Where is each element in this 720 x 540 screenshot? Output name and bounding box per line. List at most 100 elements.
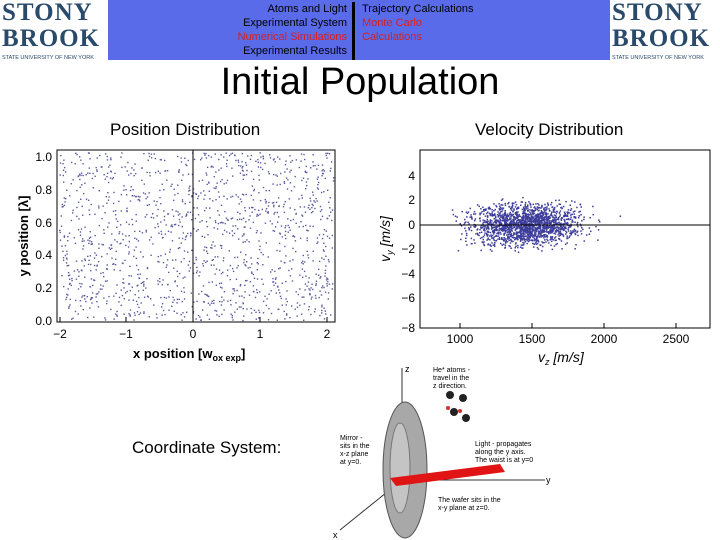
scatter-point xyxy=(507,226,509,228)
scatter-point xyxy=(103,229,105,231)
scatter-point xyxy=(307,257,310,259)
scatter-point xyxy=(534,242,537,244)
scatter-point xyxy=(182,232,185,234)
scatter-point xyxy=(522,247,524,249)
scatter-point xyxy=(528,225,530,227)
scatter-point xyxy=(536,227,538,229)
scatter-point xyxy=(199,316,201,318)
scatter-point xyxy=(134,237,136,239)
nav-numerical-simulations[interactable]: Numerical Simulations xyxy=(237,31,347,43)
scatter-point xyxy=(169,251,171,253)
scatter-point xyxy=(533,210,535,212)
nav-right: Trajectory Calculations Monte Carlo Calc… xyxy=(362,2,562,44)
scatter-point xyxy=(88,167,90,169)
scatter-point xyxy=(479,212,481,214)
scatter-point xyxy=(90,298,92,300)
scatter-point xyxy=(93,279,96,282)
scatter-point xyxy=(532,211,534,213)
scatter-point xyxy=(221,245,223,247)
nav-experimental-system[interactable]: Experimental System xyxy=(243,17,347,29)
scatter-point xyxy=(88,242,90,244)
scatter-point xyxy=(64,201,66,203)
scatter-point xyxy=(536,213,538,216)
scatter-point xyxy=(531,230,533,232)
scatter-point xyxy=(503,233,505,235)
scatter-point xyxy=(134,294,136,296)
scatter-point xyxy=(554,215,557,217)
scatter-point xyxy=(126,210,128,213)
scatter-point xyxy=(552,229,555,231)
scatter-point xyxy=(499,212,501,214)
scatter-point xyxy=(88,237,91,239)
scatter-point xyxy=(504,242,507,244)
nav-experimental-results[interactable]: Experimental Results xyxy=(243,45,347,57)
scatter-point xyxy=(205,152,207,155)
scatter-point xyxy=(213,302,215,304)
scatter-point xyxy=(242,241,244,243)
scatter-point xyxy=(189,201,191,203)
scatter-point xyxy=(79,300,82,302)
scatter-point xyxy=(489,244,491,247)
scatter-point xyxy=(199,221,201,223)
scatter-point xyxy=(235,159,237,162)
scatter-point xyxy=(126,194,128,196)
scatter-point xyxy=(106,302,108,305)
scatter-point xyxy=(285,298,287,300)
scatter-point xyxy=(150,157,153,159)
scatter-point xyxy=(239,198,242,200)
scatter-point xyxy=(555,218,557,221)
nav-atoms-and-light[interactable]: Atoms and Light xyxy=(267,3,348,15)
scatter-point xyxy=(503,214,505,217)
scatter-point xyxy=(187,264,190,266)
scatter-point xyxy=(201,235,203,237)
scatter-point xyxy=(278,242,281,245)
scatter-point xyxy=(510,222,513,225)
scatter-point xyxy=(82,245,85,247)
scatter-point xyxy=(526,215,529,218)
scatter-point xyxy=(84,276,86,278)
scatter-point xyxy=(278,268,280,270)
scatter-point xyxy=(487,211,489,213)
scatter-point xyxy=(538,216,540,218)
scatter-point xyxy=(307,230,309,232)
scatter-point xyxy=(307,281,310,283)
scatter-point xyxy=(140,282,142,284)
scatter-point xyxy=(308,277,310,279)
scatter-point xyxy=(165,224,167,226)
scatter-point xyxy=(104,319,107,321)
scatter-point xyxy=(110,171,112,173)
scatter-point xyxy=(160,233,163,235)
scatter-point xyxy=(536,223,539,225)
nav-calculations[interactable]: Calculations xyxy=(362,31,422,43)
scatter-point xyxy=(81,269,83,272)
scatter-point xyxy=(328,201,330,203)
scatter-point xyxy=(198,180,200,182)
scatter-point xyxy=(218,158,220,161)
scatter-point xyxy=(148,204,150,206)
scatter-point xyxy=(301,268,304,270)
scatter-point xyxy=(558,199,560,201)
scatter-point xyxy=(219,222,222,224)
scatter-point xyxy=(147,159,149,161)
nav-trajectory-calculations[interactable]: Trajectory Calculations xyxy=(362,3,474,15)
scatter-point xyxy=(465,211,468,213)
scatter-point xyxy=(163,189,165,191)
scatter-point xyxy=(118,301,120,303)
scatter-point xyxy=(485,228,488,230)
scatter-point xyxy=(531,235,533,237)
scatter-point xyxy=(513,232,515,235)
scatter-point xyxy=(496,219,498,221)
scatter-point xyxy=(260,156,262,158)
scatter-point xyxy=(82,295,84,297)
scatter-point xyxy=(103,297,105,299)
nav-monte-carlo[interactable]: Monte Carlo xyxy=(362,17,422,29)
scatter-point xyxy=(150,216,153,219)
scatter-point xyxy=(135,300,138,303)
scatter-point xyxy=(535,220,538,223)
scatter-point xyxy=(491,226,493,228)
scatter-point xyxy=(243,234,245,236)
scatter-point xyxy=(501,225,504,228)
scatter-point xyxy=(176,285,178,287)
scatter-point xyxy=(84,259,86,262)
scatter-point xyxy=(469,207,471,210)
